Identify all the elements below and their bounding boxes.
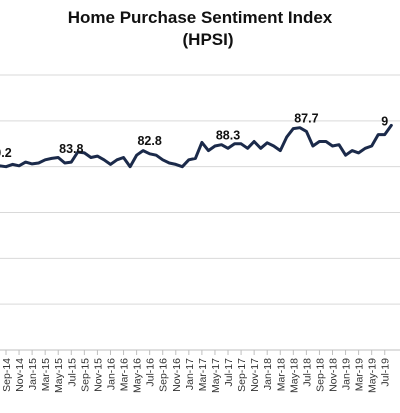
x-tick-label: Mar-19: [354, 358, 366, 391]
x-tick-label: May-15: [53, 358, 65, 393]
x-tick-label: May-18: [288, 358, 300, 393]
x-tick-label: Mar-16: [119, 358, 131, 391]
x-tick-label: Jul-15: [66, 358, 78, 387]
x-tick-label: Jul-18: [301, 358, 313, 387]
series-line: [0, 123, 393, 169]
chart-title: Home Purchase Sentiment Index: [67, 8, 333, 27]
x-tick-label: Nov-16: [171, 358, 183, 392]
x-tick-label: Sep-17: [236, 358, 248, 392]
x-tick-label: Jan-16: [105, 358, 117, 390]
x-tick-label: Nov-14: [14, 358, 26, 392]
data-label: 83.8: [59, 142, 83, 156]
x-tick-label: Jan-17: [184, 358, 196, 390]
x-tick-label: May-16: [132, 358, 144, 393]
x-tick-label: Jul-19: [380, 358, 392, 387]
x-tick-label: Jul-17: [223, 358, 235, 387]
x-tick-label: Sep-18: [314, 358, 326, 392]
data-label: 9: [381, 115, 388, 129]
x-tick-label: Jan-18: [262, 358, 274, 390]
x-tick-label: Mar-18: [275, 358, 287, 391]
x-tick-label: Mar-15: [40, 358, 52, 391]
data-label: 82.8: [137, 134, 161, 148]
chart-subtitle: (HPSI): [182, 30, 234, 49]
x-tick-label: Jan-19: [341, 358, 353, 390]
x-tick-label: Sep-14: [1, 358, 13, 392]
data-label: 88.3: [216, 128, 240, 142]
data-label: 80.2: [0, 146, 12, 160]
x-tick-label: Sep-15: [79, 358, 91, 392]
x-tick-label: May-17: [210, 358, 222, 393]
x-tick-label: Jan-15: [27, 358, 39, 390]
x-tick-label: Nov-18: [328, 358, 340, 392]
x-tick-label: Nov-17: [249, 358, 261, 392]
x-tick-label: Jul-16: [145, 358, 157, 387]
x-tick-label: May-19: [367, 358, 379, 393]
x-tick-label: Sep-16: [158, 358, 170, 392]
x-tick-label: Mar-17: [197, 358, 209, 391]
x-tick-label: Nov-15: [92, 358, 104, 392]
data-label: 87.7: [294, 111, 318, 125]
